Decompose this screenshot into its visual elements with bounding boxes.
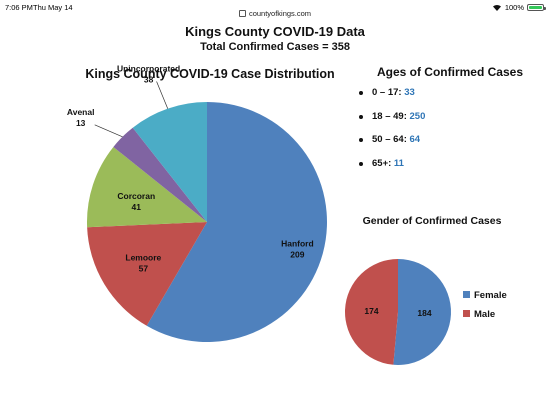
legend-label-female: Female [474, 290, 507, 301]
age-range: 50 – 64: [372, 134, 407, 145]
slice-label-unincorporated: Unincorporated [117, 64, 180, 74]
gender-value-female: 184 [417, 308, 431, 318]
pie-slice-hanford [146, 102, 327, 342]
pie-slice-lemoore [87, 222, 207, 326]
lock-icon [238, 10, 246, 17]
age-range: 0 – 17: [372, 87, 402, 98]
status-bar: 7:06 PM Thu May 14 countyofkings.com 100… [0, 0, 550, 18]
wifi-icon [492, 4, 502, 11]
status-time: 7:06 PM [5, 3, 33, 12]
legend-swatch-female [463, 291, 470, 298]
legend-swatch-male [463, 310, 470, 317]
leader-line-avenal [94, 124, 123, 138]
battery-icon [527, 4, 546, 11]
slice-label-corcoran: Corcoran [117, 191, 155, 201]
age-item: 0 – 17: 33 [358, 87, 425, 111]
age-value: 64 [409, 134, 421, 145]
pie-slice-avenal [113, 127, 207, 222]
slice-value-lemoore: 57 [139, 264, 149, 274]
battery-percent: 100% [504, 3, 524, 12]
slice-label-lemoore: Lemoore [125, 253, 161, 263]
ages-list: 0 – 17: 33 18 – 49: 250 50 – 64: 64 65+:… [358, 87, 425, 181]
age-item: 18 – 49: 250 [358, 111, 425, 135]
distribution-chart-title: Kings County COVID-19 Case Distribution [85, 67, 335, 81]
slice-value-avenal: 13 [76, 118, 86, 128]
age-item: 50 – 64: 64 [358, 134, 425, 158]
status-right: 100% [492, 3, 546, 12]
age-value: 33 [404, 87, 415, 98]
status-date: Thu May 14 [33, 3, 73, 12]
ages-title: Ages of Confirmed Cases [376, 65, 524, 79]
leader-line-unincorporated [156, 81, 169, 109]
age-value: 250 [409, 110, 426, 122]
age-item: 65+: 11 [358, 158, 425, 182]
slice-value-corcoran: 41 [132, 202, 142, 212]
pie-slice-corcoran [87, 146, 207, 228]
gender-value-male: 174 [364, 306, 378, 316]
slice-label-avenal: Avenal [67, 107, 95, 117]
page-title: Kings County COVID-19 Data [185, 24, 365, 39]
pie-slice-male [345, 259, 398, 365]
age-value: 11 [393, 157, 404, 169]
age-range: 65+: [372, 157, 392, 169]
pie-slice-female [393, 259, 452, 366]
age-range: 18 – 49: [372, 110, 407, 122]
slice-value-unincorporated: 38 [144, 75, 154, 85]
url-text: countyofkings.com [248, 9, 312, 18]
address-bar[interactable]: countyofkings.com [0, 9, 550, 18]
legend-label-male: Male [474, 309, 495, 320]
page-subtitle: Total Confirmed Cases = 358 [200, 41, 350, 53]
slice-label-hanford: Hanford [281, 238, 314, 248]
slice-value-hanford: 209 [290, 249, 304, 259]
pie-slice-unincorporated [132, 102, 207, 222]
gender-chart-title: Gender of Confirmed Cases [362, 215, 502, 227]
